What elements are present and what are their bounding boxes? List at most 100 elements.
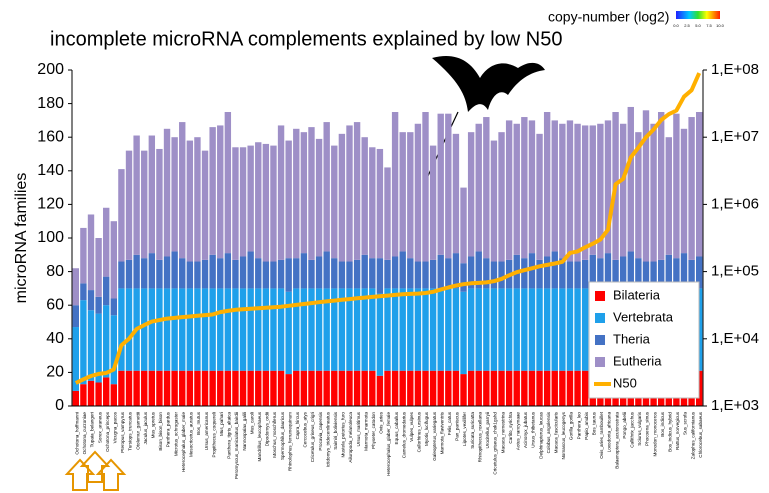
- bar-segment: [103, 305, 109, 377]
- bar-segment: [232, 371, 238, 406]
- bar-segment: [263, 371, 269, 406]
- bar-segment: [270, 371, 276, 406]
- x-tick-label: Phocoena_sinus: [645, 411, 650, 446]
- bar-segment: [103, 208, 109, 277]
- bar-segment: [88, 310, 94, 381]
- x-tick-label: Peromyscus_maniculatus_bairdii: [234, 412, 239, 479]
- bar-segment: [476, 371, 482, 406]
- y-tick-label: 160: [37, 128, 64, 145]
- bar-segment: [331, 371, 337, 406]
- bar-segment: [650, 124, 656, 262]
- colorbar-tick-label: 0.0: [673, 23, 679, 28]
- bar-segment: [103, 277, 109, 306]
- bar-segment: [164, 288, 170, 370]
- bar-segment: [361, 288, 367, 370]
- bar-segment: [544, 371, 550, 406]
- bar-segment: [430, 260, 436, 289]
- bar-segment: [171, 137, 177, 251]
- bar-segment: [392, 256, 398, 288]
- x-tick-label: Tursiops_truncatus: [128, 411, 133, 451]
- bar-segment: [369, 371, 375, 406]
- bar-segment: [468, 132, 474, 256]
- bar-segment: [491, 262, 497, 289]
- y-tick-label: 60: [46, 296, 64, 313]
- x-tick-label: Papio_anubis: [584, 411, 589, 440]
- bar-segment: [209, 255, 215, 289]
- x-tick-label: Gorilla_gorilla: [569, 412, 574, 441]
- x-tick-label: Otolemur_garnettii: [135, 412, 140, 450]
- y2-tick-label: 1,E+08: [711, 61, 759, 78]
- legend-label: Vertebrata: [613, 309, 674, 324]
- bar-segment: [149, 253, 155, 288]
- x-tick-label: Pteropus_vampyrus: [120, 411, 125, 453]
- x-tick-label: Ursus_americanus: [204, 411, 209, 450]
- bar-segment: [133, 255, 139, 289]
- bar-segment: [179, 122, 185, 258]
- x-tick-label: Procavia_capensis: [318, 411, 323, 450]
- bar-segment: [628, 107, 634, 251]
- bar-segment: [149, 136, 155, 254]
- bar-segment: [529, 288, 535, 370]
- bar-segment: [384, 167, 390, 259]
- bar-segment: [430, 371, 436, 406]
- bar-segment: [240, 147, 246, 256]
- bar-segment: [293, 371, 299, 406]
- bar-segment: [400, 288, 406, 370]
- bar-segment: [88, 381, 94, 406]
- y-tick-label: 100: [37, 229, 64, 246]
- bar-segment: [590, 125, 596, 254]
- y2-tick-label: 1,E+06: [711, 195, 759, 212]
- bar-segment: [422, 371, 428, 406]
- bar-segment: [567, 262, 573, 289]
- legend-label: Eutheria: [613, 353, 662, 368]
- bar-segment: [574, 262, 580, 289]
- bar-segment: [529, 371, 535, 406]
- bar-segment: [301, 253, 307, 288]
- bar-segment: [392, 112, 398, 256]
- bar-segment: [80, 300, 86, 384]
- bar-segment: [491, 141, 497, 262]
- x-tick-label: Vulpes_vulpes: [409, 411, 414, 441]
- x-tick-label: Felis_catus: [447, 411, 452, 435]
- bar-segment: [339, 134, 345, 262]
- bar-segment: [666, 137, 672, 255]
- y-tick-label: 180: [37, 95, 64, 112]
- bar-segment: [247, 146, 253, 252]
- bar-segment: [422, 288, 428, 370]
- bar-segment: [377, 376, 383, 406]
- bar-segment: [552, 120, 558, 251]
- x-tick-label: Rattus_norvegicus: [675, 411, 680, 450]
- bar-segment: [536, 288, 542, 370]
- bar-segment: [445, 288, 451, 370]
- x-tick-label: Marmota_flaviventris: [439, 411, 444, 454]
- bar-segment: [308, 288, 314, 370]
- bar-segment: [498, 371, 504, 406]
- bar-segment: [453, 253, 459, 288]
- bar-segment: [293, 288, 299, 370]
- bar-segment: [95, 297, 101, 314]
- bar-segment: [658, 112, 664, 260]
- bar-segment: [346, 371, 352, 406]
- x-tick-label: Nomascus_leucogenys: [561, 411, 566, 459]
- bar-segment: [240, 371, 246, 406]
- bar-segment: [559, 288, 565, 370]
- bar-segment: [133, 371, 139, 406]
- y2-tick-label: 1,E+05: [711, 263, 759, 280]
- x-tick-label: Urocitellus_parryii: [485, 412, 490, 449]
- x-tick-label: Mus_pahari: [219, 412, 224, 436]
- bar-segment: [225, 288, 231, 370]
- x-tick-label: Chlorocebus_sabaeus: [698, 411, 703, 457]
- bar-segment: [149, 288, 155, 370]
- bar-segment: [354, 288, 360, 370]
- bar-segment: [430, 146, 436, 260]
- bar-segment: [126, 288, 132, 370]
- x-tick-label: Rhinopithecus_roxellana: [477, 412, 482, 463]
- x-tick-label: Suricata_suricatta: [470, 412, 475, 449]
- bar-segment: [270, 146, 276, 262]
- bar-segment: [476, 288, 482, 370]
- bar-segment: [407, 288, 413, 370]
- bar-segment: [407, 371, 413, 406]
- bar-segment: [384, 288, 390, 370]
- bar-segment: [552, 371, 558, 406]
- x-tick-label: Capra_hircus: [295, 411, 300, 439]
